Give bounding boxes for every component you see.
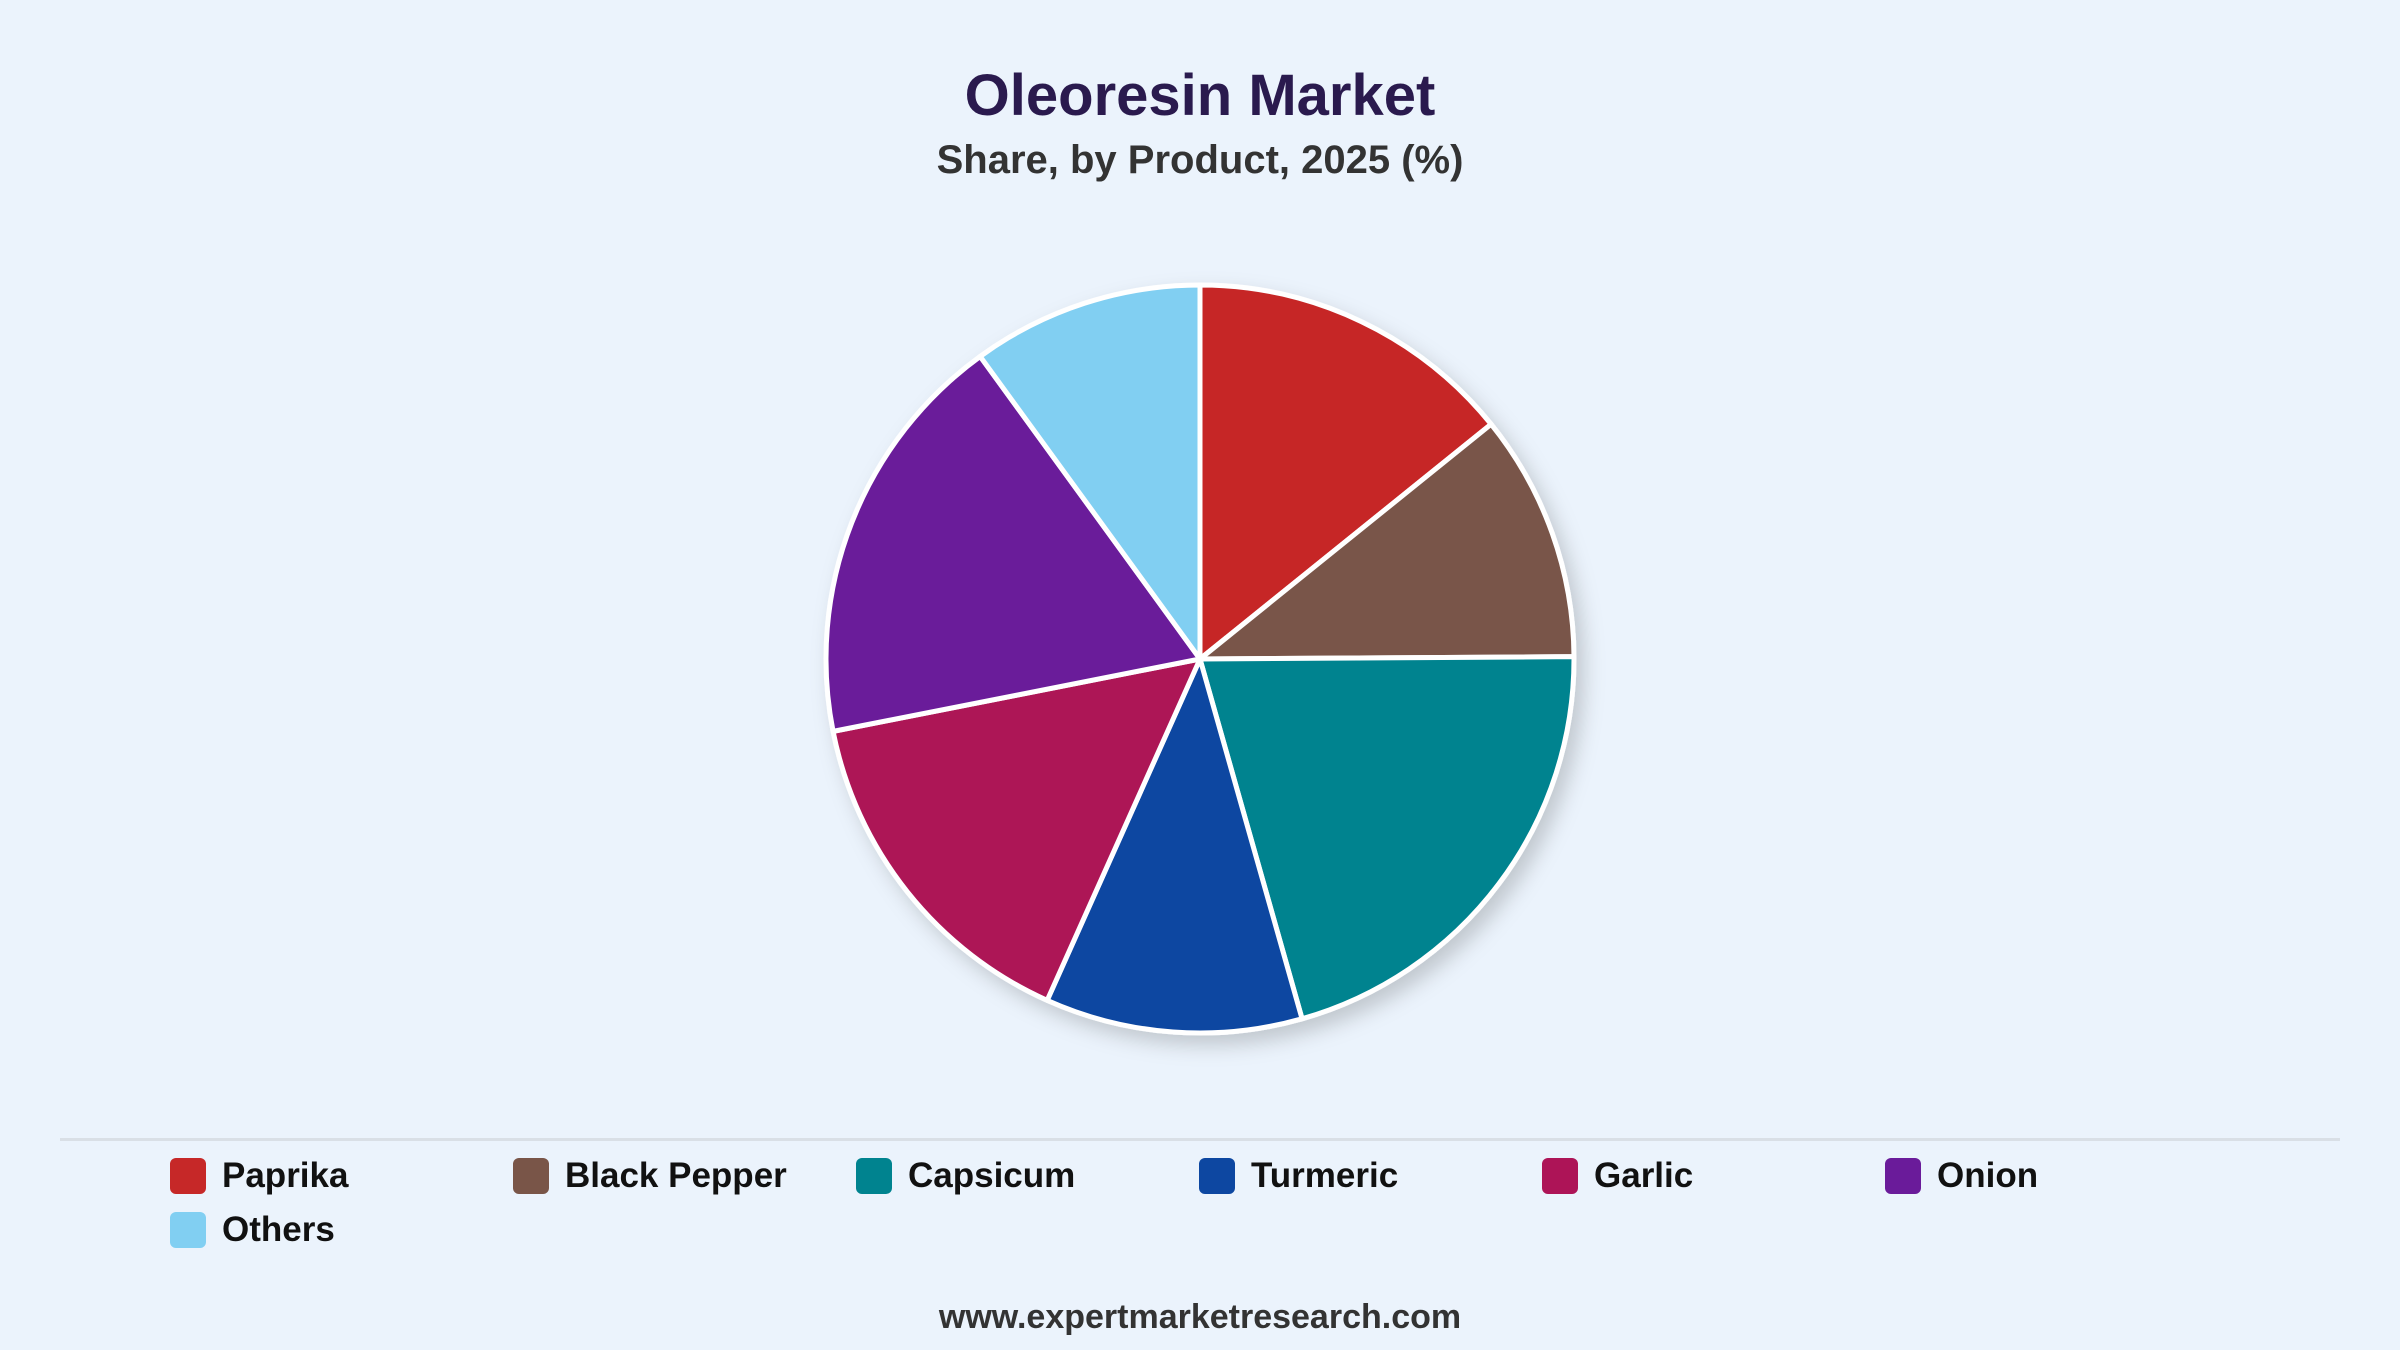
legend-divider	[60, 1138, 2340, 1141]
chart-subtitle: Share, by Product, 2025 (%)	[936, 138, 1464, 182]
pie-slice-others	[977, 282, 1203, 662]
pie-slice-turmeric	[1044, 656, 1305, 1036]
footer-url: www.expertmarketresearch.com	[938, 1298, 1462, 1336]
pie-slice-onion	[823, 353, 1203, 734]
pie-slice-capsicum	[1197, 654, 1577, 1022]
pie-slice-garlic	[830, 656, 1203, 1003]
pie-slice-paprika	[1197, 282, 1494, 662]
chart-title: Oleoresin Market	[964, 63, 1436, 128]
pie-slice-black-pepper	[1197, 421, 1577, 662]
